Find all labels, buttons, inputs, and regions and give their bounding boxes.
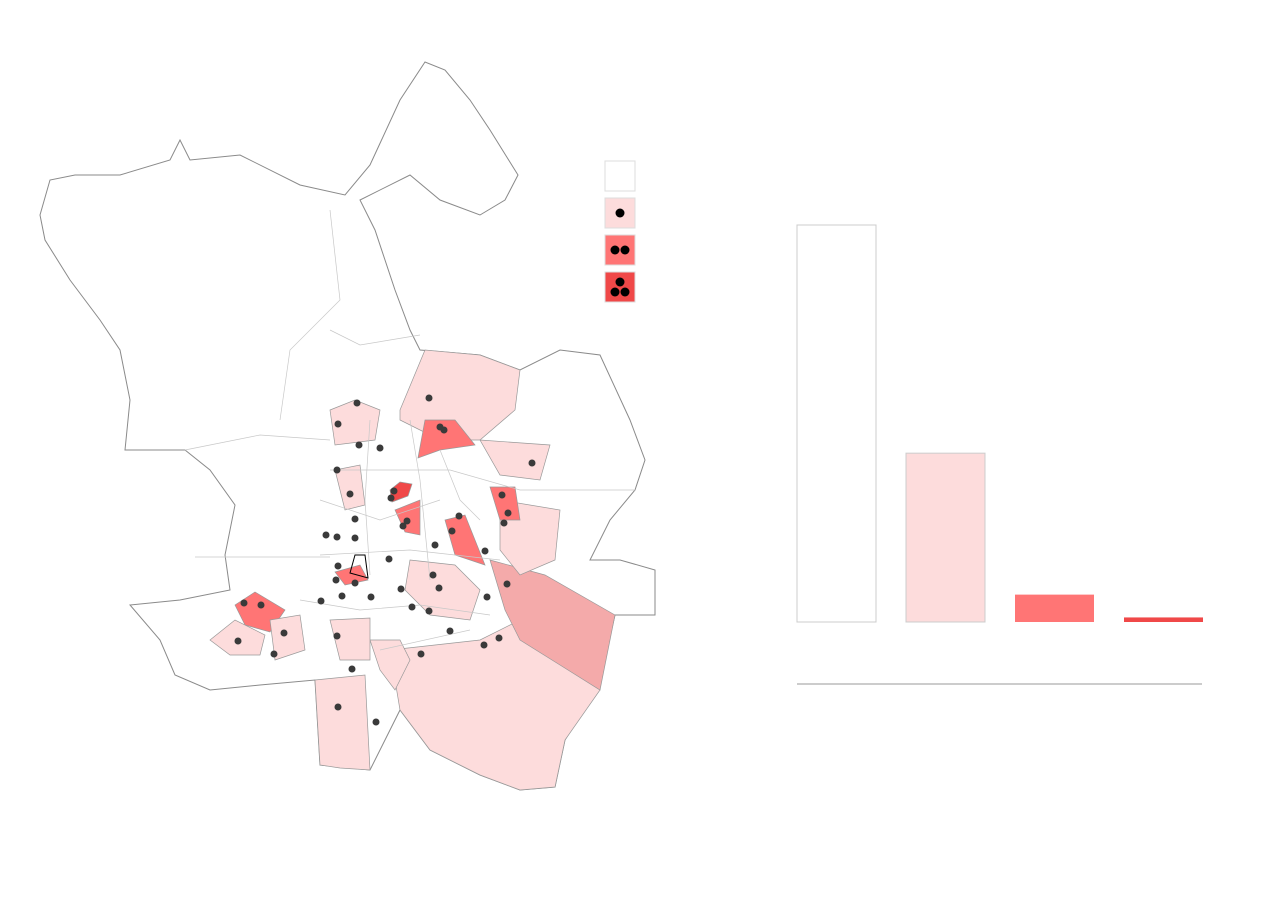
legend-swatch	[604, 160, 636, 192]
legend-swatch	[604, 234, 636, 266]
bar	[1124, 617, 1203, 622]
dots	[234, 394, 536, 726]
map-outline	[39, 61, 656, 791]
map	[39, 61, 656, 791]
bar	[1015, 594, 1094, 622]
district-fills	[209, 349, 616, 791]
highlight-border	[349, 554, 369, 579]
legend-dots	[610, 208, 630, 297]
district-lines	[184, 209, 635, 651]
bar-chart	[796, 224, 1203, 623]
legend-swatch	[604, 271, 636, 303]
bar	[796, 224, 877, 623]
bar	[905, 452, 986, 623]
